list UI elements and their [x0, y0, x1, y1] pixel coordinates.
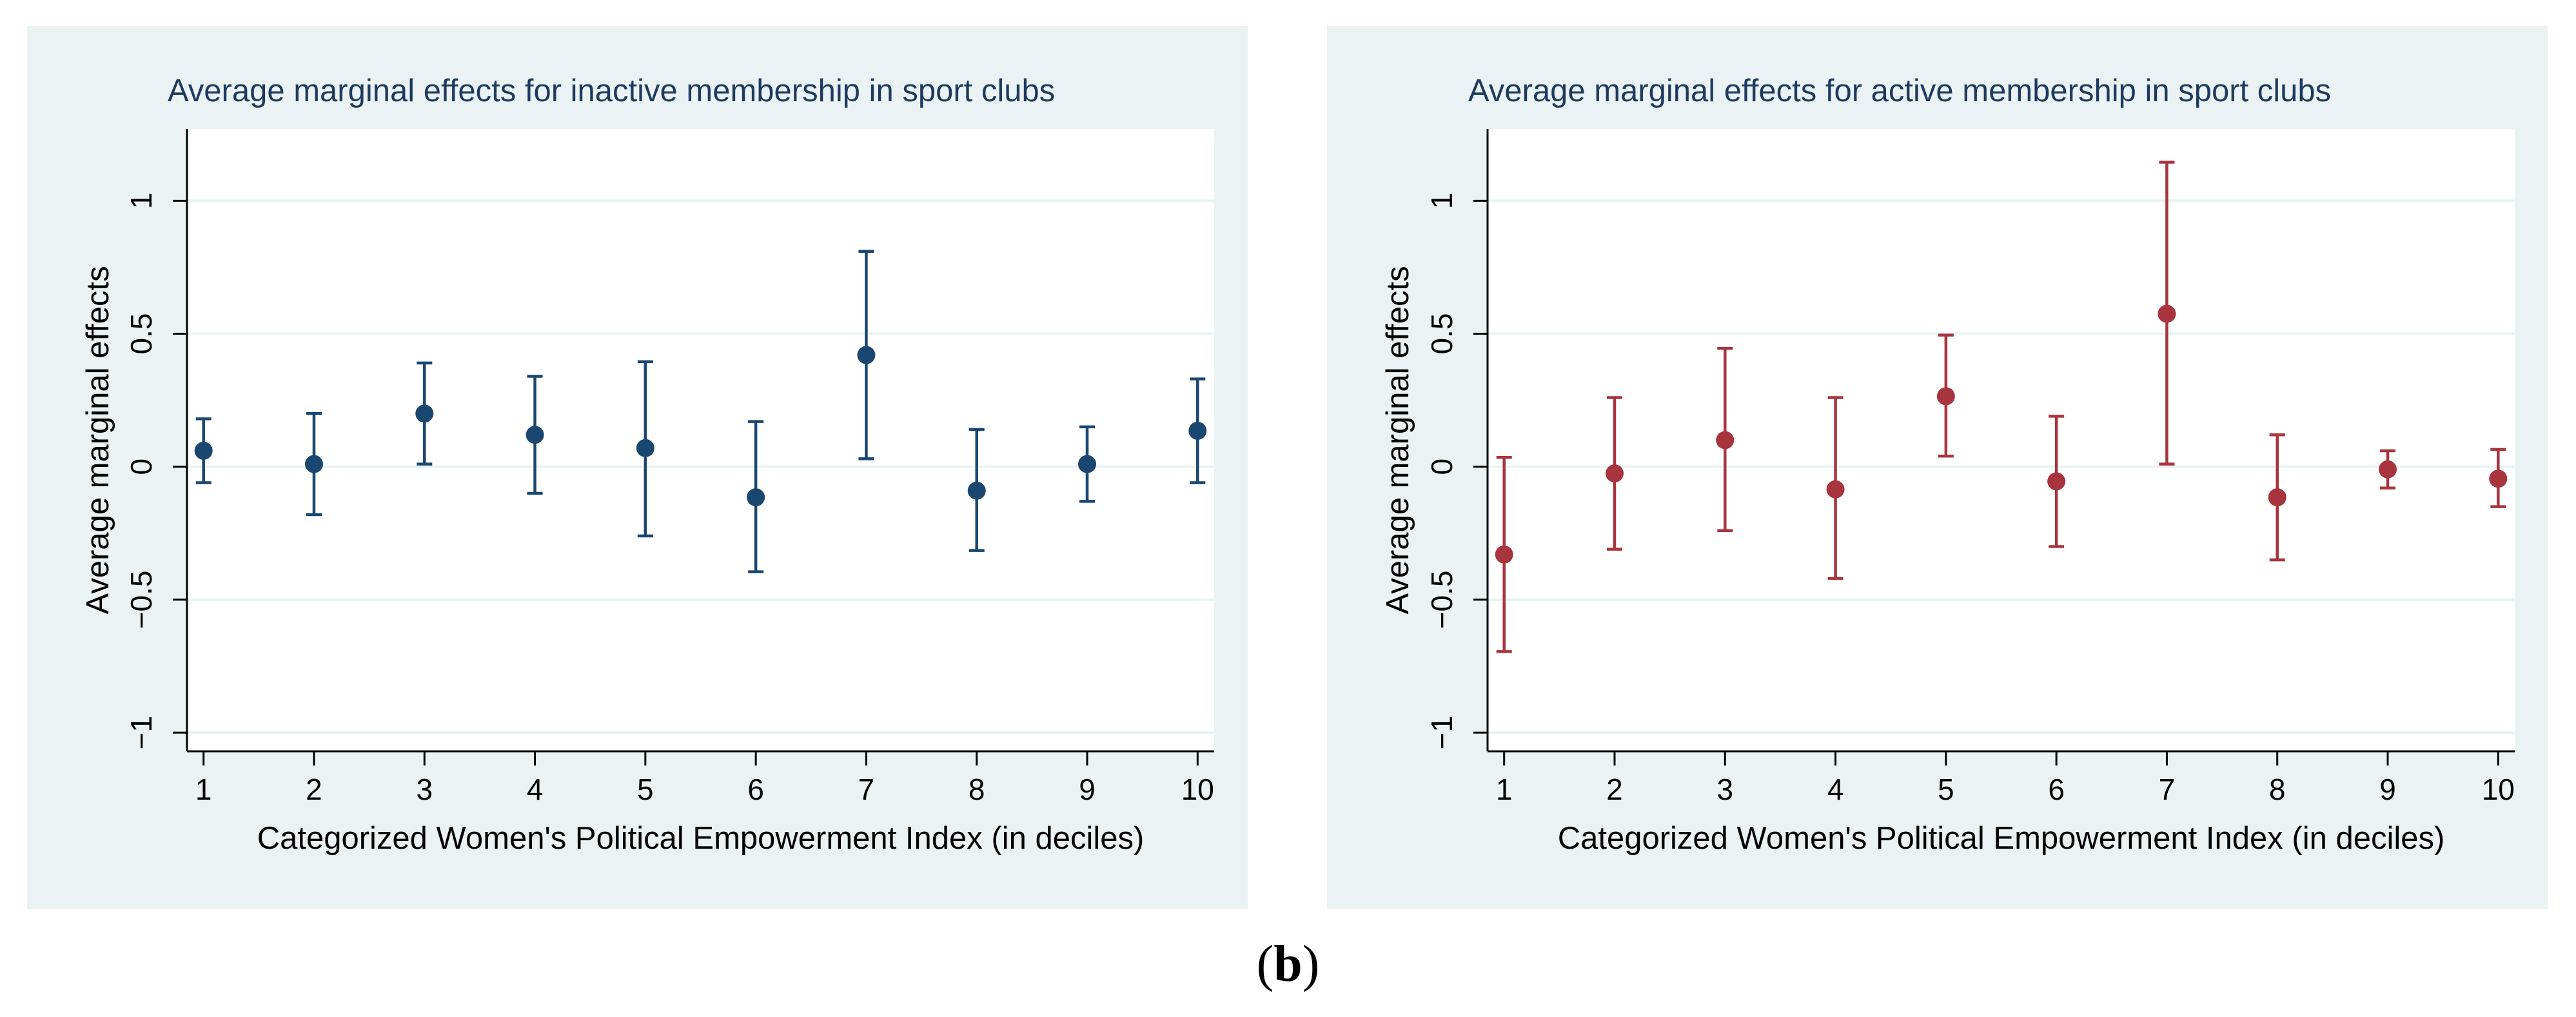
estimate-point	[967, 481, 986, 500]
estimate-point	[1605, 464, 1624, 483]
estimate-point	[304, 455, 323, 473]
estimate-point	[526, 426, 544, 444]
plot-area	[1488, 129, 2515, 751]
y-tick-label: 0.5	[1425, 313, 1459, 355]
chart-title: Average marginal effects for active memb…	[1468, 74, 2331, 108]
x-tick-label: 9	[1079, 773, 1096, 806]
estimate-point	[1826, 480, 1845, 499]
estimate-point	[2047, 472, 2066, 491]
x-axis-label: Categorized Women's Political Empowermen…	[1558, 821, 2445, 856]
chart-panel-1: −1 −0.5 0 0.5 1 1 2 3 4 5 6 7 8 9 10 Average marginal e…	[27, 26, 1248, 909]
y-tick-label: 0.5	[124, 313, 158, 355]
estimate-point	[747, 488, 765, 507]
x-tick-label: 2	[1606, 773, 1623, 806]
chart-panel-2: −1 −0.5 0 0.5 1 1 2 3 4 5 6 7 8 9 10 Average marginal e…	[1327, 26, 2548, 909]
x-tick-label: 10	[2482, 773, 2515, 806]
estimate-point	[857, 346, 876, 364]
x-tick-label: 9	[2379, 773, 2396, 806]
x-tick-label: 8	[968, 773, 985, 806]
y-axis-label: Average marginal effects	[81, 266, 115, 614]
y-tick-label: 1	[124, 193, 158, 210]
x-tick-label: 10	[1181, 773, 1214, 806]
estimate-point	[1495, 545, 1513, 564]
x-tick-label: 6	[2048, 773, 2065, 806]
y-tick-label: 0	[1425, 459, 1459, 475]
estimate-point	[2158, 304, 2176, 323]
chart-title: Average marginal effects for inactive me…	[168, 74, 1055, 108]
x-axis-label: Categorized Women's Political Empowermen…	[257, 821, 1145, 856]
y-tick-label: −1	[124, 716, 158, 749]
y-tick-label: 0	[124, 459, 158, 475]
y-axis-label: Average marginal effects	[1381, 266, 1415, 614]
estimate-point	[194, 441, 213, 460]
x-tick-label: 3	[416, 773, 433, 806]
y-tick-label: −0.5	[1425, 571, 1459, 629]
y-tick-label: −1	[1425, 716, 1459, 749]
estimate-point	[2379, 460, 2397, 479]
x-tick-label: 3	[1716, 773, 1733, 806]
estimate-point	[2268, 488, 2286, 507]
estimate-point	[415, 404, 434, 423]
x-tick-label: 4	[1827, 773, 1844, 806]
x-tick-label: 1	[1496, 773, 1513, 806]
x-tick-label: 7	[2159, 773, 2176, 806]
x-tick-label: 5	[1938, 773, 1954, 806]
estimate-point	[1188, 422, 1207, 440]
x-tick-label: 5	[637, 773, 654, 806]
x-tick-label: 2	[306, 773, 322, 806]
estimate-point	[1716, 431, 1735, 449]
plot-area	[187, 129, 1214, 751]
figure-label: b	[1273, 936, 1303, 992]
estimate-point	[636, 439, 654, 457]
y-tick-label: 1	[1425, 193, 1459, 210]
x-tick-label: 8	[2269, 773, 2286, 806]
x-tick-label: 4	[527, 773, 544, 806]
estimate-point	[1936, 387, 1955, 406]
x-tick-label: 1	[195, 773, 212, 806]
estimate-point	[2489, 469, 2508, 488]
x-tick-label: 7	[858, 773, 875, 806]
figure-caption: (b)	[1256, 936, 1320, 992]
y-tick-label: −0.5	[124, 571, 158, 629]
estimate-point	[1078, 455, 1097, 473]
x-tick-label: 6	[747, 773, 764, 806]
